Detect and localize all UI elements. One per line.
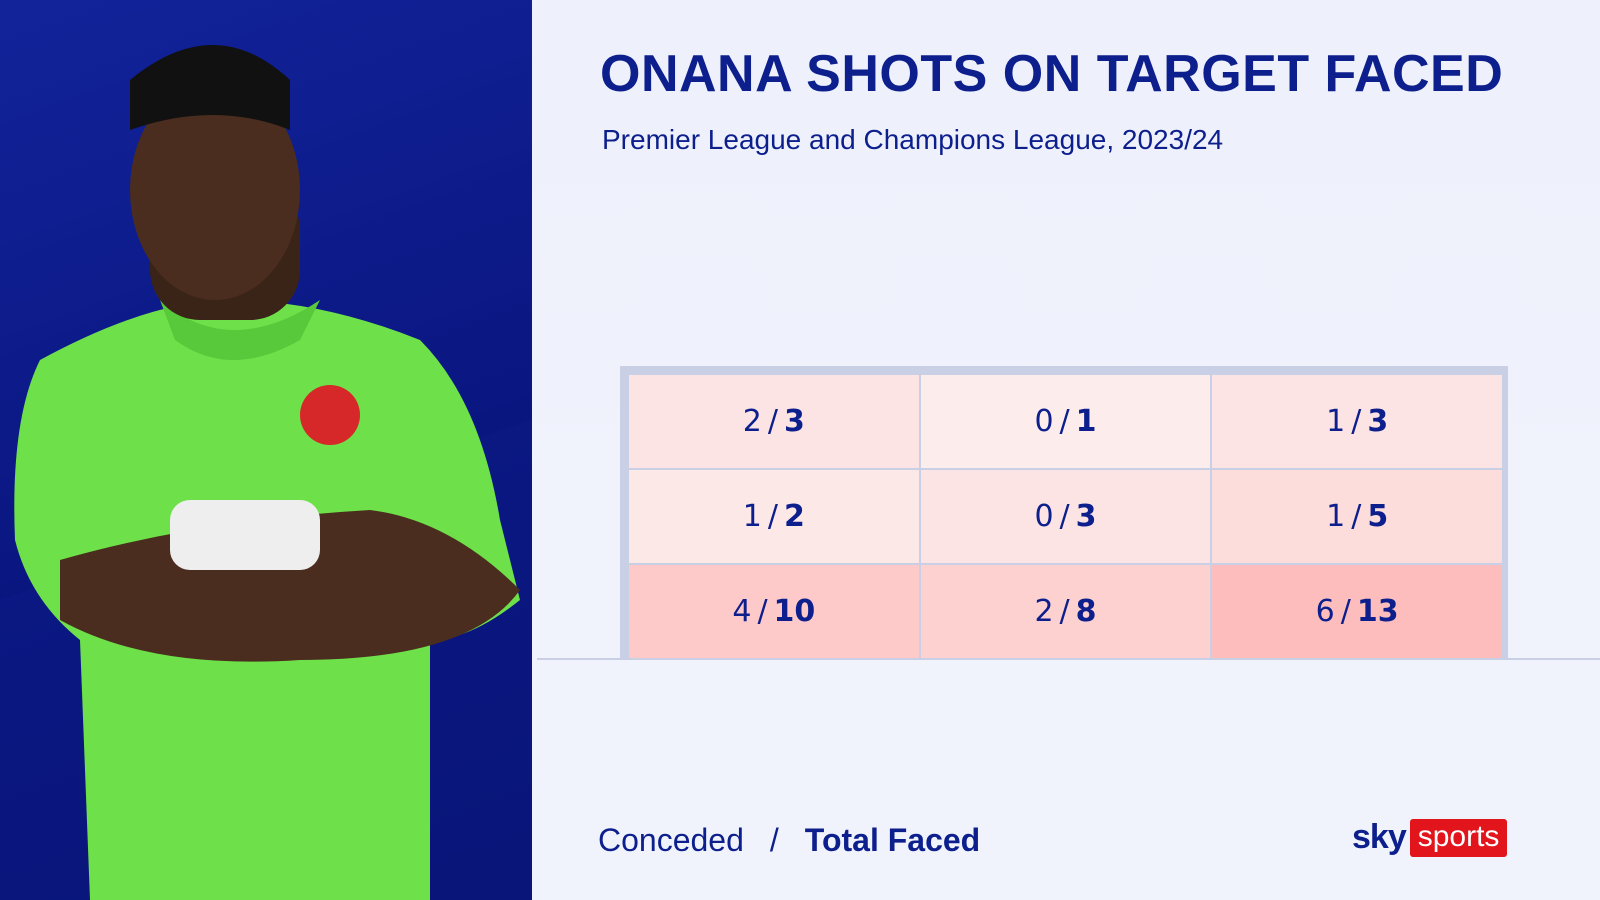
legend-conceded: Conceded bbox=[598, 822, 744, 858]
zone-cell: 0/1 bbox=[920, 375, 1211, 468]
player-illustration bbox=[0, 45, 532, 900]
conceded-value: 1 bbox=[742, 499, 762, 534]
separator: / bbox=[1351, 404, 1362, 439]
separator: / bbox=[757, 594, 768, 629]
separator: / bbox=[767, 404, 778, 439]
goal-line bbox=[537, 658, 1600, 660]
total-value: 10 bbox=[773, 594, 816, 629]
zone-cell: 1/5 bbox=[1212, 470, 1502, 563]
total-value: 1 bbox=[1075, 404, 1097, 439]
title: ONANA SHOTS ON TARGET FACED bbox=[600, 45, 1504, 103]
legend-total: Total Faced bbox=[804, 822, 981, 858]
separator: / bbox=[1059, 499, 1070, 534]
separator: / bbox=[1059, 594, 1070, 629]
conceded-value: 1 bbox=[1326, 499, 1346, 534]
subtitle: Premier League and Champions League, 202… bbox=[602, 124, 1224, 155]
conceded-value: 6 bbox=[1315, 594, 1335, 629]
total-value: 8 bbox=[1075, 594, 1097, 629]
legend: Conceded / Total Faced bbox=[598, 822, 980, 859]
conceded-value: 4 bbox=[732, 594, 752, 629]
total-value: 13 bbox=[1356, 594, 1399, 629]
total-value: 3 bbox=[1075, 499, 1097, 534]
total-value: 2 bbox=[783, 499, 805, 534]
player-panel bbox=[0, 0, 532, 900]
conceded-value: 0 bbox=[1034, 499, 1054, 534]
goal-grid: 2/3 0/1 1/3 1/2 0/3 1/5 4/10 2/8 6/13 bbox=[629, 375, 1502, 658]
conceded-value: 0 bbox=[1034, 404, 1054, 439]
zone-cell: 0/3 bbox=[920, 470, 1211, 563]
conceded-value: 2 bbox=[742, 404, 762, 439]
zone-cell: 2/8 bbox=[920, 565, 1211, 658]
legend-separator: / bbox=[769, 822, 779, 858]
goal-frame: 2/3 0/1 1/3 1/2 0/3 1/5 4/10 2/8 6/13 bbox=[620, 366, 1508, 658]
zone-cell: 6/13 bbox=[1212, 565, 1502, 658]
logo-sports: sports bbox=[1409, 818, 1508, 857]
separator: / bbox=[767, 499, 778, 534]
total-value: 5 bbox=[1367, 499, 1389, 534]
separator: / bbox=[1340, 594, 1351, 629]
total-value: 3 bbox=[783, 404, 805, 439]
zone-cell: 4/10 bbox=[629, 565, 919, 658]
zone-cell: 2/3 bbox=[629, 375, 919, 468]
conceded-value: 2 bbox=[1034, 594, 1054, 629]
zone-cell: 1/2 bbox=[629, 470, 919, 563]
separator: / bbox=[1351, 499, 1362, 534]
total-value: 3 bbox=[1367, 404, 1389, 439]
separator: / bbox=[1059, 404, 1070, 439]
conceded-value: 1 bbox=[1326, 404, 1346, 439]
logo: sky sports bbox=[1352, 818, 1508, 857]
zone-cell: 1/3 bbox=[1212, 375, 1502, 468]
logo-sky: sky bbox=[1352, 818, 1407, 856]
